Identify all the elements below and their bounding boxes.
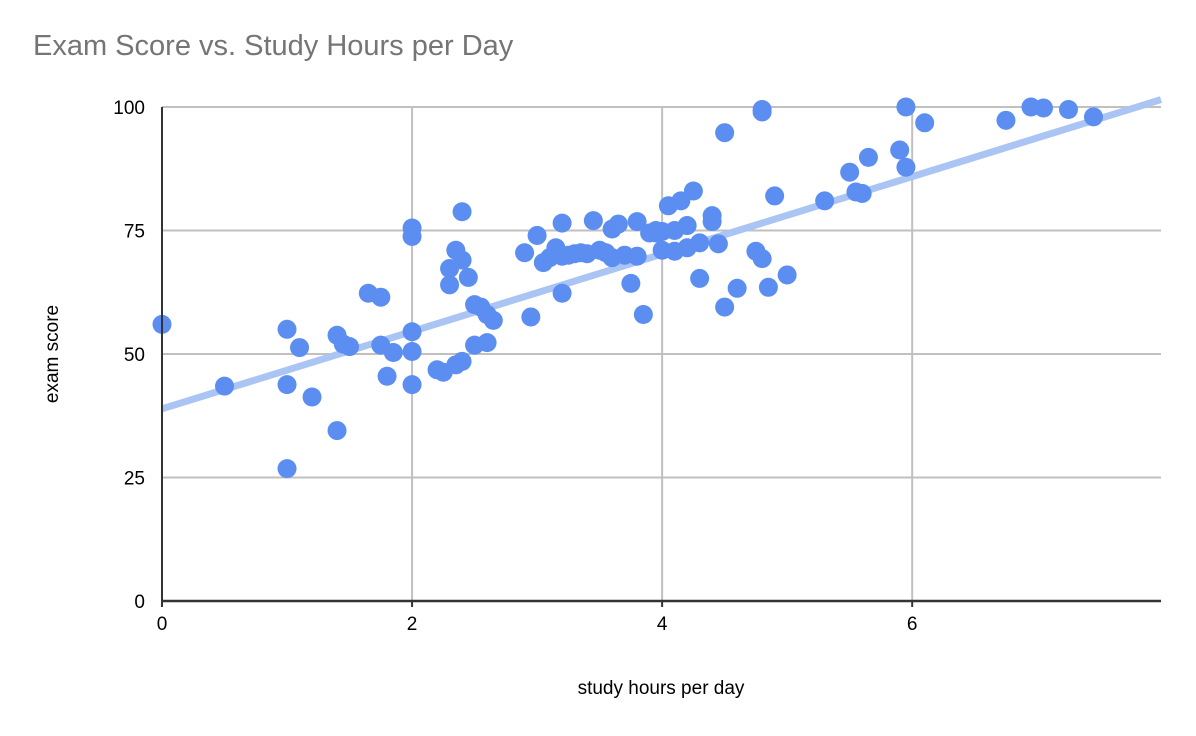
data-point[interactable]	[371, 287, 391, 307]
x-tick-label: 0	[157, 614, 168, 635]
data-point[interactable]	[715, 297, 735, 317]
data-point[interactable]	[777, 265, 797, 285]
data-point[interactable]	[858, 147, 878, 167]
data-point[interactable]	[896, 97, 916, 117]
data-point[interactable]	[552, 213, 572, 233]
data-point[interactable]	[290, 338, 310, 358]
data-point[interactable]	[440, 275, 460, 295]
data-point[interactable]	[896, 157, 916, 177]
data-point[interactable]	[277, 375, 297, 395]
data-point[interactable]	[483, 310, 503, 330]
data-point[interactable]	[752, 102, 772, 122]
data-point[interactable]	[477, 333, 497, 353]
data-point[interactable]	[890, 140, 910, 160]
data-point[interactable]	[852, 183, 872, 203]
data-point[interactable]	[1033, 98, 1053, 118]
data-point[interactable]	[402, 375, 422, 395]
data-point[interactable]	[621, 273, 641, 293]
data-point[interactable]	[521, 307, 541, 327]
data-point[interactable]	[758, 277, 778, 297]
data-point[interactable]	[677, 216, 697, 236]
data-point[interactable]	[765, 186, 785, 206]
data-point[interactable]	[996, 110, 1016, 130]
data-point[interactable]	[302, 387, 322, 407]
data-point[interactable]	[627, 212, 647, 232]
data-point[interactable]	[377, 366, 397, 386]
y-tick-labels-group: 0 25 50 75 100	[113, 98, 145, 613]
data-point[interactable]	[327, 421, 347, 441]
data-point[interactable]	[277, 459, 297, 479]
data-point[interactable]	[702, 212, 722, 232]
y-tick-label: 25	[124, 469, 145, 490]
data-point[interactable]	[690, 268, 710, 288]
data-point[interactable]	[552, 283, 572, 303]
y-tick-label: 100	[113, 98, 145, 119]
x-tick-label: 6	[907, 614, 918, 635]
data-points-group	[152, 97, 1103, 479]
gridlines-group	[162, 106, 1161, 602]
data-point[interactable]	[452, 202, 472, 222]
data-point[interactable]	[815, 191, 835, 211]
x-tick-label: 2	[407, 614, 418, 635]
data-point[interactable]	[277, 319, 297, 339]
data-point[interactable]	[727, 278, 747, 298]
data-point[interactable]	[1083, 107, 1103, 127]
data-point[interactable]	[402, 226, 422, 246]
data-point[interactable]	[1058, 99, 1078, 119]
data-point[interactable]	[402, 342, 422, 362]
data-point[interactable]	[383, 343, 403, 363]
data-point[interactable]	[840, 162, 860, 182]
chart-title: Exam Score vs. Study Hours per Day	[33, 30, 514, 62]
y-tick-label: 75	[124, 222, 145, 243]
data-point[interactable]	[402, 322, 422, 342]
data-point[interactable]	[715, 123, 735, 143]
data-point[interactable]	[690, 233, 710, 253]
x-tick-labels-group: 0 2 4 6	[157, 601, 918, 635]
data-point[interactable]	[458, 267, 478, 287]
data-point[interactable]	[627, 246, 647, 266]
data-point[interactable]	[215, 376, 235, 396]
data-point[interactable]	[683, 181, 703, 201]
data-point[interactable]	[608, 214, 628, 234]
data-point[interactable]	[915, 113, 935, 133]
data-point[interactable]	[752, 249, 772, 269]
data-point[interactable]	[708, 234, 728, 254]
data-point[interactable]	[515, 243, 535, 263]
y-tick-label: 0	[134, 592, 145, 613]
x-tick-label: 4	[657, 614, 668, 635]
data-point[interactable]	[452, 250, 472, 270]
data-point[interactable]	[527, 225, 547, 245]
y-tick-label: 50	[124, 345, 145, 366]
data-point[interactable]	[583, 211, 603, 231]
data-point[interactable]	[452, 351, 472, 371]
data-point[interactable]	[340, 337, 360, 357]
x-axis-title: study hours per day	[578, 678, 745, 699]
y-axis-title: exam score	[42, 305, 63, 403]
data-point[interactable]	[633, 304, 653, 324]
